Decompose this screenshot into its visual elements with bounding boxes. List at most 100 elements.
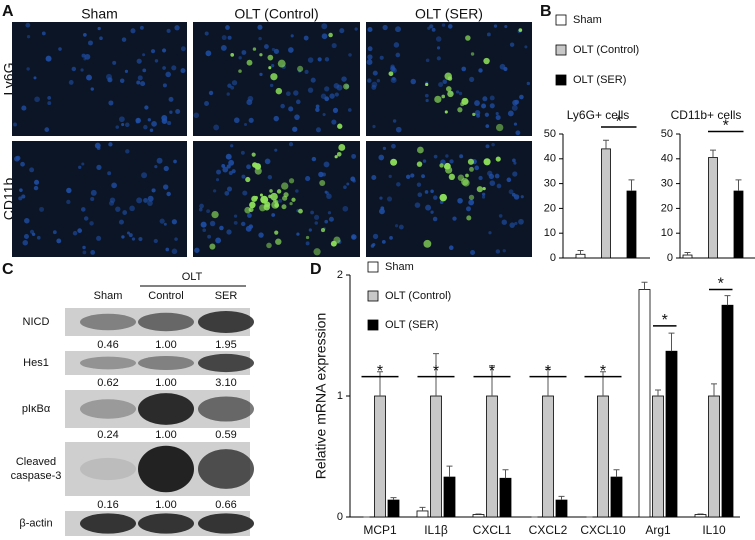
nucleus bbox=[115, 206, 121, 212]
nucleus bbox=[111, 182, 117, 189]
nucleus bbox=[165, 247, 170, 252]
nucleus bbox=[514, 221, 518, 226]
nucleus bbox=[314, 221, 318, 225]
row-label-line: NICD bbox=[23, 316, 50, 328]
positive-cell bbox=[338, 144, 346, 151]
bar bbox=[708, 395, 720, 518]
error-bar bbox=[641, 281, 648, 290]
nucleus bbox=[433, 154, 438, 159]
positive-cell bbox=[457, 107, 463, 113]
nucleus bbox=[294, 114, 300, 120]
nucleus bbox=[331, 119, 337, 125]
positive-cell bbox=[288, 178, 295, 184]
error-bar bbox=[502, 469, 509, 479]
nucleus bbox=[395, 52, 401, 58]
nucleus bbox=[41, 31, 46, 36]
bar bbox=[499, 477, 512, 518]
nucleus bbox=[482, 192, 486, 196]
nucleus bbox=[290, 34, 294, 38]
nucleus bbox=[448, 245, 454, 251]
band-value: 0.24 bbox=[97, 429, 118, 441]
positive-cell bbox=[263, 204, 271, 211]
nucleus bbox=[225, 153, 232, 160]
error-bar bbox=[600, 371, 606, 396]
nucleus bbox=[118, 116, 125, 123]
nucleus bbox=[142, 68, 147, 73]
significance-mark: * bbox=[489, 363, 495, 380]
nucleus bbox=[125, 149, 130, 154]
band-value: 1.95 bbox=[215, 339, 236, 351]
nucleus bbox=[23, 234, 29, 240]
positive-cell bbox=[439, 193, 447, 202]
nucleus bbox=[315, 107, 320, 112]
row-label-line: Cleaved bbox=[16, 456, 56, 468]
nucleus bbox=[398, 224, 404, 230]
row-label-line: caspase-3 bbox=[11, 470, 62, 482]
nucleus bbox=[168, 96, 174, 102]
nucleus bbox=[171, 219, 177, 225]
nucleus bbox=[233, 220, 238, 225]
nucleus bbox=[427, 26, 431, 30]
nucleus bbox=[478, 68, 483, 73]
nucleus bbox=[130, 28, 136, 34]
nucleus bbox=[515, 130, 521, 136]
nucleus bbox=[222, 166, 229, 173]
nucleus bbox=[422, 159, 427, 163]
nucleus bbox=[136, 80, 141, 85]
nucleus bbox=[258, 232, 264, 238]
positive-cell bbox=[460, 102, 465, 107]
nucleus bbox=[90, 189, 97, 196]
blot-band bbox=[80, 513, 136, 534]
nucleus bbox=[296, 232, 300, 236]
positive-cell bbox=[313, 248, 321, 256]
error-bar bbox=[446, 465, 453, 478]
positive-cell bbox=[417, 146, 424, 154]
positive-cell bbox=[246, 59, 253, 66]
nucleus bbox=[151, 188, 156, 193]
band-value: 1.00 bbox=[155, 429, 176, 441]
micrograph bbox=[366, 22, 532, 136]
nucleus bbox=[351, 153, 357, 159]
nucleus bbox=[513, 194, 520, 200]
nucleus bbox=[455, 90, 460, 94]
positive-cell bbox=[518, 28, 523, 32]
nucleus bbox=[392, 119, 397, 123]
positive-cell bbox=[276, 189, 282, 194]
nucleus bbox=[238, 56, 242, 60]
nucleus bbox=[458, 91, 463, 96]
nucleus bbox=[21, 105, 27, 111]
nucleus bbox=[180, 46, 186, 52]
positive-cell bbox=[252, 47, 257, 51]
nucleus bbox=[417, 192, 423, 198]
nucleus bbox=[318, 171, 324, 178]
blot-band bbox=[198, 513, 254, 534]
y-tick-label: 30 bbox=[661, 178, 673, 190]
nucleus bbox=[207, 234, 212, 239]
positive-cell bbox=[266, 242, 272, 249]
nucleus bbox=[124, 69, 129, 73]
y-tick-label: 40 bbox=[544, 153, 556, 165]
nucleus bbox=[121, 123, 125, 127]
nucleus bbox=[405, 174, 411, 180]
band-value: 1.00 bbox=[155, 499, 176, 511]
blot-band bbox=[138, 355, 194, 371]
nucleus bbox=[77, 228, 83, 233]
nucleus bbox=[121, 235, 125, 239]
significance-mark: * bbox=[600, 363, 606, 380]
nucleus bbox=[334, 92, 339, 97]
nucleus bbox=[452, 216, 457, 221]
nucleus bbox=[169, 110, 173, 114]
nucleus bbox=[481, 195, 486, 199]
nucleus bbox=[221, 35, 227, 41]
legend-swatch bbox=[555, 74, 567, 86]
positive-cell bbox=[441, 94, 446, 99]
bar bbox=[430, 395, 442, 518]
nucleus bbox=[278, 198, 283, 203]
nucleus bbox=[165, 71, 171, 78]
nucleus bbox=[457, 197, 463, 204]
positive-cell bbox=[274, 230, 279, 235]
row-label-line: Hes1 bbox=[23, 357, 49, 369]
nucleus bbox=[495, 112, 499, 116]
nucleus bbox=[482, 96, 488, 102]
significance-mark: * bbox=[718, 276, 724, 293]
